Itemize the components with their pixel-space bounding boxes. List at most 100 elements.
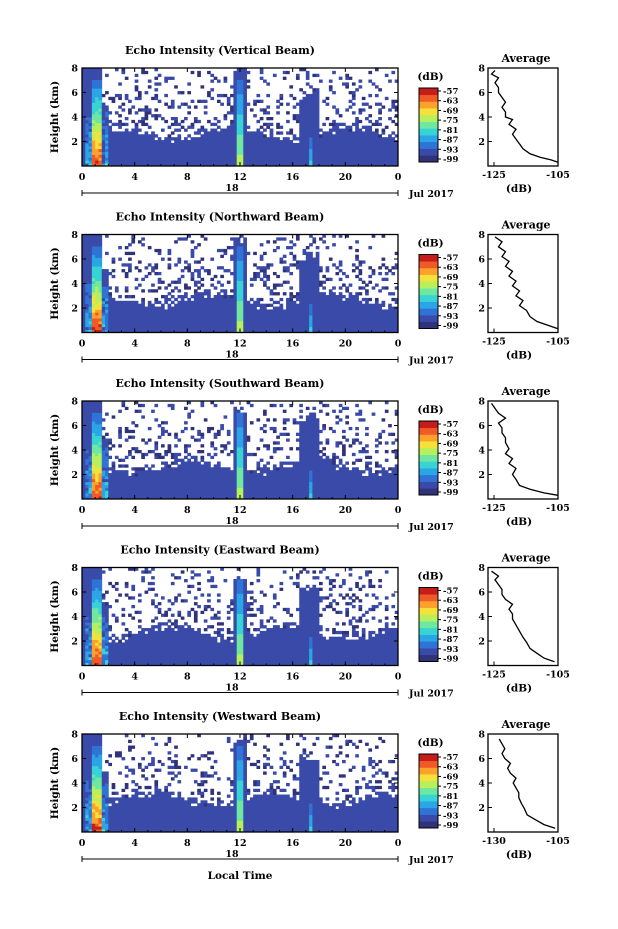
profile-line <box>490 70 559 163</box>
profile-x-tick-label: -125 <box>482 337 506 348</box>
colorbar-tick-label: -57 <box>443 753 458 763</box>
x-tick-label: 16 <box>286 838 300 849</box>
y-tick-label: 4 <box>71 113 78 124</box>
x-tick-label: 20 <box>339 172 353 183</box>
colorbar-tick-label: -87 <box>443 802 458 812</box>
profile-y-tick-label: 4 <box>478 612 485 623</box>
profile-y-tick-label: 6 <box>478 421 485 432</box>
profile-y-tick-label: 2 <box>478 304 485 315</box>
profile-x-label: (dB) <box>506 516 532 528</box>
profile-x-label: (dB) <box>506 350 532 362</box>
colorbar-unit: (dB) <box>417 571 443 583</box>
colorbar-tick-label: -93 <box>443 811 458 821</box>
colorbar <box>418 753 439 829</box>
heatmap-cells <box>82 68 399 167</box>
colorbar-tick-label: -81 <box>443 625 458 635</box>
x-tick-label: 8 <box>184 172 191 183</box>
colorbar-unit: (dB) <box>417 404 443 416</box>
profile-frame <box>487 400 559 500</box>
colorbar-tick-label: -63 <box>443 97 458 107</box>
y-tick-label: 4 <box>71 446 78 457</box>
colorbar-tick-label: -63 <box>443 263 458 273</box>
profile-x-tick-label: -105 <box>546 836 570 847</box>
profile-y-tick-label: 6 <box>478 588 485 599</box>
bottom-x-label: Local Time <box>208 870 273 882</box>
date-label: 18 <box>225 516 239 527</box>
x-tick-label: 0 <box>79 505 86 516</box>
profile-frame <box>487 67 559 167</box>
y-tick-label: 2 <box>71 137 78 148</box>
x-tick-label: 0 <box>79 838 86 849</box>
profile-title: Average <box>500 385 550 398</box>
y-tick-label: 8 <box>71 730 78 741</box>
x-tick-label: 4 <box>131 339 138 350</box>
y-tick-label: 2 <box>71 470 78 481</box>
y-tick-label: 8 <box>71 563 78 574</box>
panel-title: Echo Intensity (Southward Beam) <box>116 377 325 390</box>
profile-y-tick-label: 2 <box>478 803 485 814</box>
colorbar-unit: (dB) <box>417 71 443 83</box>
y-axis-label: Height (km) <box>49 414 61 486</box>
colorbar-tick-label: -69 <box>443 606 458 616</box>
panel-3: Echo Intensity (Eastward Beam) Height (km… <box>49 544 570 700</box>
y-tick-label: 6 <box>71 255 78 266</box>
profile-x-tick-label: -105 <box>546 503 570 514</box>
x-tick-label: 0 <box>79 172 86 183</box>
panel-2: Echo Intensity (Southward Beam) Height (k… <box>49 377 570 533</box>
colorbar-tick-label: -93 <box>443 145 458 155</box>
profile-x-tick-label: -125 <box>482 670 506 681</box>
colorbar-tick-label: -75 <box>443 616 458 626</box>
panel-4: Echo Intensity (Westward Beam) Height (km… <box>49 710 570 866</box>
profile-frame <box>487 733 559 833</box>
profile-y-tick-label: 4 <box>478 779 485 790</box>
colorbar-tick-label: -75 <box>443 116 458 126</box>
x-tick-label: 12 <box>233 672 246 683</box>
heatmap-cells <box>82 401 399 500</box>
y-tick-label: 2 <box>71 304 78 315</box>
profile-x-label: (dB) <box>506 683 532 695</box>
profile-line <box>498 738 556 829</box>
colorbar-tick-label: -99 <box>443 655 458 665</box>
x-tick-label: 4 <box>131 505 138 516</box>
y-axis-label: Height (km) <box>49 247 61 319</box>
profile-y-tick-label: 2 <box>478 137 485 148</box>
colorbar-tick-label: -57 <box>443 587 458 597</box>
profile-x-label: (dB) <box>506 849 532 861</box>
x-tick-label: 16 <box>286 172 300 183</box>
colorbar-tick-label: -69 <box>443 772 458 782</box>
y-tick-label: 4 <box>71 279 78 290</box>
profile-y-tick-label: 4 <box>478 446 485 457</box>
x-tick-label: 4 <box>131 838 138 849</box>
profile-y-tick-label: 8 <box>478 563 485 574</box>
colorbar-tick-label: -75 <box>443 283 458 293</box>
x-tick-label: 0 <box>395 505 402 516</box>
colorbar-unit: (dB) <box>417 238 443 250</box>
profile-line <box>494 236 559 330</box>
colorbar-tick-label: -81 <box>443 126 458 136</box>
x-tick-label: 16 <box>286 672 300 683</box>
y-tick-label: 6 <box>71 588 78 599</box>
x-tick-label: 20 <box>339 339 353 350</box>
x-tick-label: 0 <box>395 172 402 183</box>
y-tick-label: 4 <box>71 779 78 790</box>
colorbar-tick-label: -99 <box>443 155 458 165</box>
profile-y-tick-label: 2 <box>478 470 485 481</box>
panel-title: Echo Intensity (Northward Beam) <box>116 211 325 224</box>
y-tick-label: 8 <box>71 230 78 241</box>
x-tick-label: 12 <box>233 838 246 849</box>
y-tick-label: 8 <box>71 397 78 408</box>
panel-1: Echo Intensity (Northward Beam) Height (k… <box>49 211 570 367</box>
x-tick-label: 0 <box>395 672 402 683</box>
colorbar-tick-label: -81 <box>443 292 458 302</box>
x-tick-label: 8 <box>184 838 191 849</box>
x-tick-label: 4 <box>131 172 138 183</box>
colorbar <box>418 420 439 496</box>
profile-line <box>490 403 559 496</box>
profile-y-tick-label: 8 <box>478 397 485 408</box>
date-suffix: Jul 2017 <box>408 356 454 367</box>
colorbar-tick-label: -99 <box>443 821 458 831</box>
colorbar-tick-label: -87 <box>443 302 458 312</box>
profile-x-tick-label: -105 <box>546 170 570 181</box>
colorbar <box>418 87 439 163</box>
x-tick-label: 0 <box>79 672 86 683</box>
